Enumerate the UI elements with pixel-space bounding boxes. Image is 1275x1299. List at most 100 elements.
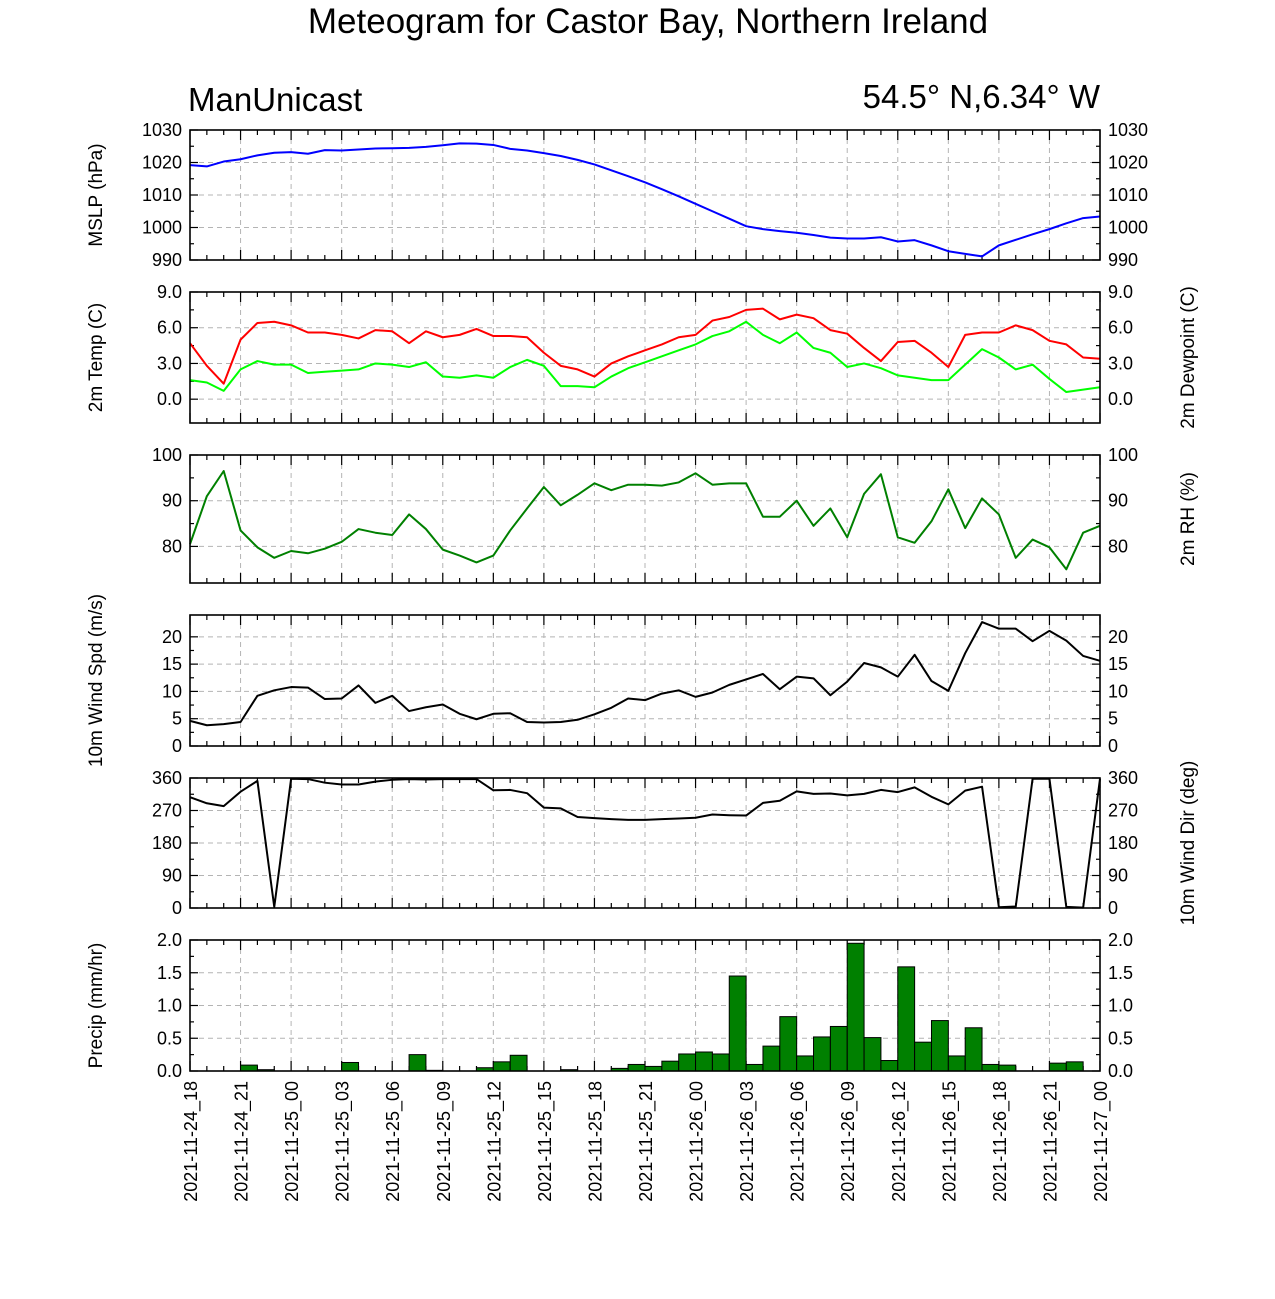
y-tick-label-right: 3.0 (1108, 353, 1133, 373)
y-tick-label-left: 1030 (142, 120, 182, 140)
x-tick-label: 2021-11-25_18 (585, 1081, 606, 1202)
y-axis-label-left: 2m Temp (C) (86, 303, 107, 412)
y-tick-label-right: 1000 (1108, 218, 1148, 238)
x-tick-label: 2021-11-26_00 (687, 1081, 708, 1202)
precip-bar (627, 1063, 646, 1072)
x-tick-label: 2021-11-26_21 (1040, 1081, 1061, 1202)
precip-bar (762, 1045, 781, 1072)
y-tick-label-left: 3.0 (157, 353, 182, 373)
y-axis-label-right: 2m RH (%) (1178, 472, 1199, 566)
precip-bar (947, 1055, 966, 1072)
precip-bar (796, 1055, 815, 1072)
y-tick-label-left: 80 (162, 536, 182, 556)
x-tick-label: 2021-11-26_12 (889, 1081, 910, 1202)
panel-rh: 80 80 90 90 100 100 2m RH (%) (152, 445, 1199, 584)
y-tick-label-right: 0.5 (1108, 1028, 1133, 1048)
y-tick-label-right: 90 (1108, 491, 1128, 511)
y-tick-label-right: 15 (1108, 654, 1128, 674)
y-axis-label-right: 2m Dewpoint (C) (1178, 286, 1199, 429)
panel-frame (189, 291, 1101, 424)
y-tick-label-right: 990 (1108, 250, 1138, 270)
y-tick-label-left: 1010 (142, 185, 182, 205)
y-tick-label-right: 1020 (1108, 153, 1148, 173)
precip-bar (745, 1063, 764, 1072)
y-tick-label-right: 10 (1108, 681, 1128, 701)
x-tick-label: 2021-11-25_15 (535, 1081, 556, 1202)
precip-bar (897, 966, 916, 1072)
precip-bar (813, 1036, 831, 1072)
y-tick-label-right: 2.0 (1108, 930, 1133, 950)
precip-bar (678, 1053, 697, 1072)
x-tick-label: 2021-11-25_21 (636, 1081, 657, 1202)
y-tick-label-left: 6.0 (157, 318, 182, 338)
y-axis-label-left: Precip (mm/hr) (86, 943, 107, 1069)
series-line-temp (189, 307, 1101, 385)
y-tick-label-right: 20 (1108, 627, 1128, 647)
y-tick-label-left: 0.5 (157, 1028, 182, 1048)
y-tick-label-right: 9.0 (1108, 282, 1133, 302)
panel-frame (189, 614, 1101, 747)
y-tick-label-right: 80 (1108, 536, 1128, 556)
series-line-mslp (189, 142, 1101, 258)
precip-bar (880, 1060, 899, 1072)
y-tick-label-right: 1.0 (1108, 996, 1133, 1016)
y-tick-label-right: 0.0 (1108, 1061, 1133, 1081)
y-tick-label-left: 20 (162, 627, 182, 647)
panel-wspd: 0 0 5 5 10 10 15 15 20 20 10m Wind Spd (m/s) (86, 594, 1128, 767)
x-tick-label: 2021-11-26_15 (939, 1081, 960, 1202)
y-tick-label-right: 360 (1108, 768, 1138, 788)
y-tick-label-left: 15 (162, 654, 182, 674)
precip-bar (914, 1041, 932, 1072)
series-line-temp (189, 320, 1101, 394)
x-tick-label: 2021-11-26_03 (737, 1081, 758, 1202)
panel-wdir: 0 0 90 90 180 180 270 270 360 360 10m Wind Dir (de… (152, 761, 1199, 926)
y-tick-label-left: 0.0 (157, 389, 182, 409)
y-tick-label-left: 270 (152, 801, 182, 821)
panel-frame (189, 939, 1101, 1072)
x-tick-label: 2021-11-26_18 (990, 1081, 1011, 1202)
precip-bar (863, 1037, 882, 1072)
precip-bar (711, 1053, 730, 1072)
x-tick-label: 2021-11-25_03 (333, 1081, 354, 1202)
precip-bar (930, 1020, 949, 1072)
y-tick-label-left: 1.0 (157, 996, 182, 1016)
y-tick-label-left: 9.0 (157, 282, 182, 302)
y-tick-label-left: 5 (172, 709, 182, 729)
chart-title: Meteogram for Castor Bay, Northern Irela… (308, 2, 988, 41)
precip-bar (981, 1063, 1000, 1072)
x-tick-label: 2021-11-25_12 (484, 1081, 505, 1202)
series-line-rh (189, 470, 1101, 571)
precip-bar (408, 1054, 427, 1072)
y-tick-label-left: 180 (152, 833, 182, 853)
y-tick-label-left: 0 (172, 736, 182, 756)
y-tick-label-right: 100 (1108, 445, 1138, 465)
y-tick-label-right: 1.5 (1108, 963, 1133, 983)
y-tick-label-right: 5 (1108, 709, 1118, 729)
panel-frame (189, 454, 1101, 584)
series-line-wdir (189, 777, 1101, 909)
y-axis-label-left: MSLP (hPa) (86, 143, 107, 246)
y-tick-label-left: 1020 (142, 153, 182, 173)
precip-bar (846, 942, 865, 1072)
y-tick-label-left: 10 (162, 681, 182, 701)
y-tick-label-left: 0 (172, 898, 182, 918)
precip-bar (829, 1025, 848, 1072)
y-tick-label-left: 1.5 (157, 963, 182, 983)
precip-bar (509, 1054, 528, 1072)
y-tick-label-right: 1030 (1108, 120, 1148, 140)
x-tick-label: 2021-11-24_18 (181, 1081, 202, 1202)
y-tick-label-right: 90 (1108, 866, 1128, 886)
y-tick-label-left: 2.0 (157, 930, 182, 950)
x-tick-label: 2021-11-25_00 (282, 1081, 303, 1202)
precip-bar (240, 1064, 258, 1072)
x-tick-label: 2021-11-25_06 (383, 1081, 404, 1202)
precip-bar (998, 1064, 1017, 1072)
x-tick-label: 2021-11-26_06 (788, 1081, 809, 1202)
y-tick-label-right: 6.0 (1108, 318, 1133, 338)
precip-bar (492, 1061, 511, 1072)
panel-precip: 0.0 0.0 0.5 0.5 1.0 1.0 1.5 1.5 2.0 2.0 Precip (mm… (86, 930, 1133, 1081)
y-axis-label-right: 10m Wind Dir (deg) (1178, 761, 1199, 926)
precip-bar (779, 1016, 798, 1072)
